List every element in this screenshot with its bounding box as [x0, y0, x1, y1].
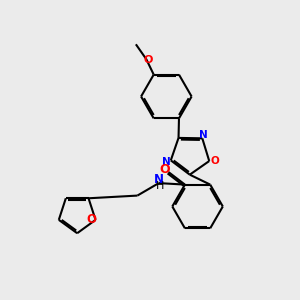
- Text: H: H: [156, 181, 164, 191]
- Text: N: N: [154, 173, 164, 186]
- Text: N: N: [162, 157, 171, 167]
- Text: O: O: [144, 55, 153, 65]
- Text: O: O: [210, 156, 219, 166]
- Text: O: O: [160, 163, 170, 176]
- Text: N: N: [200, 130, 208, 140]
- Text: O: O: [86, 213, 96, 226]
